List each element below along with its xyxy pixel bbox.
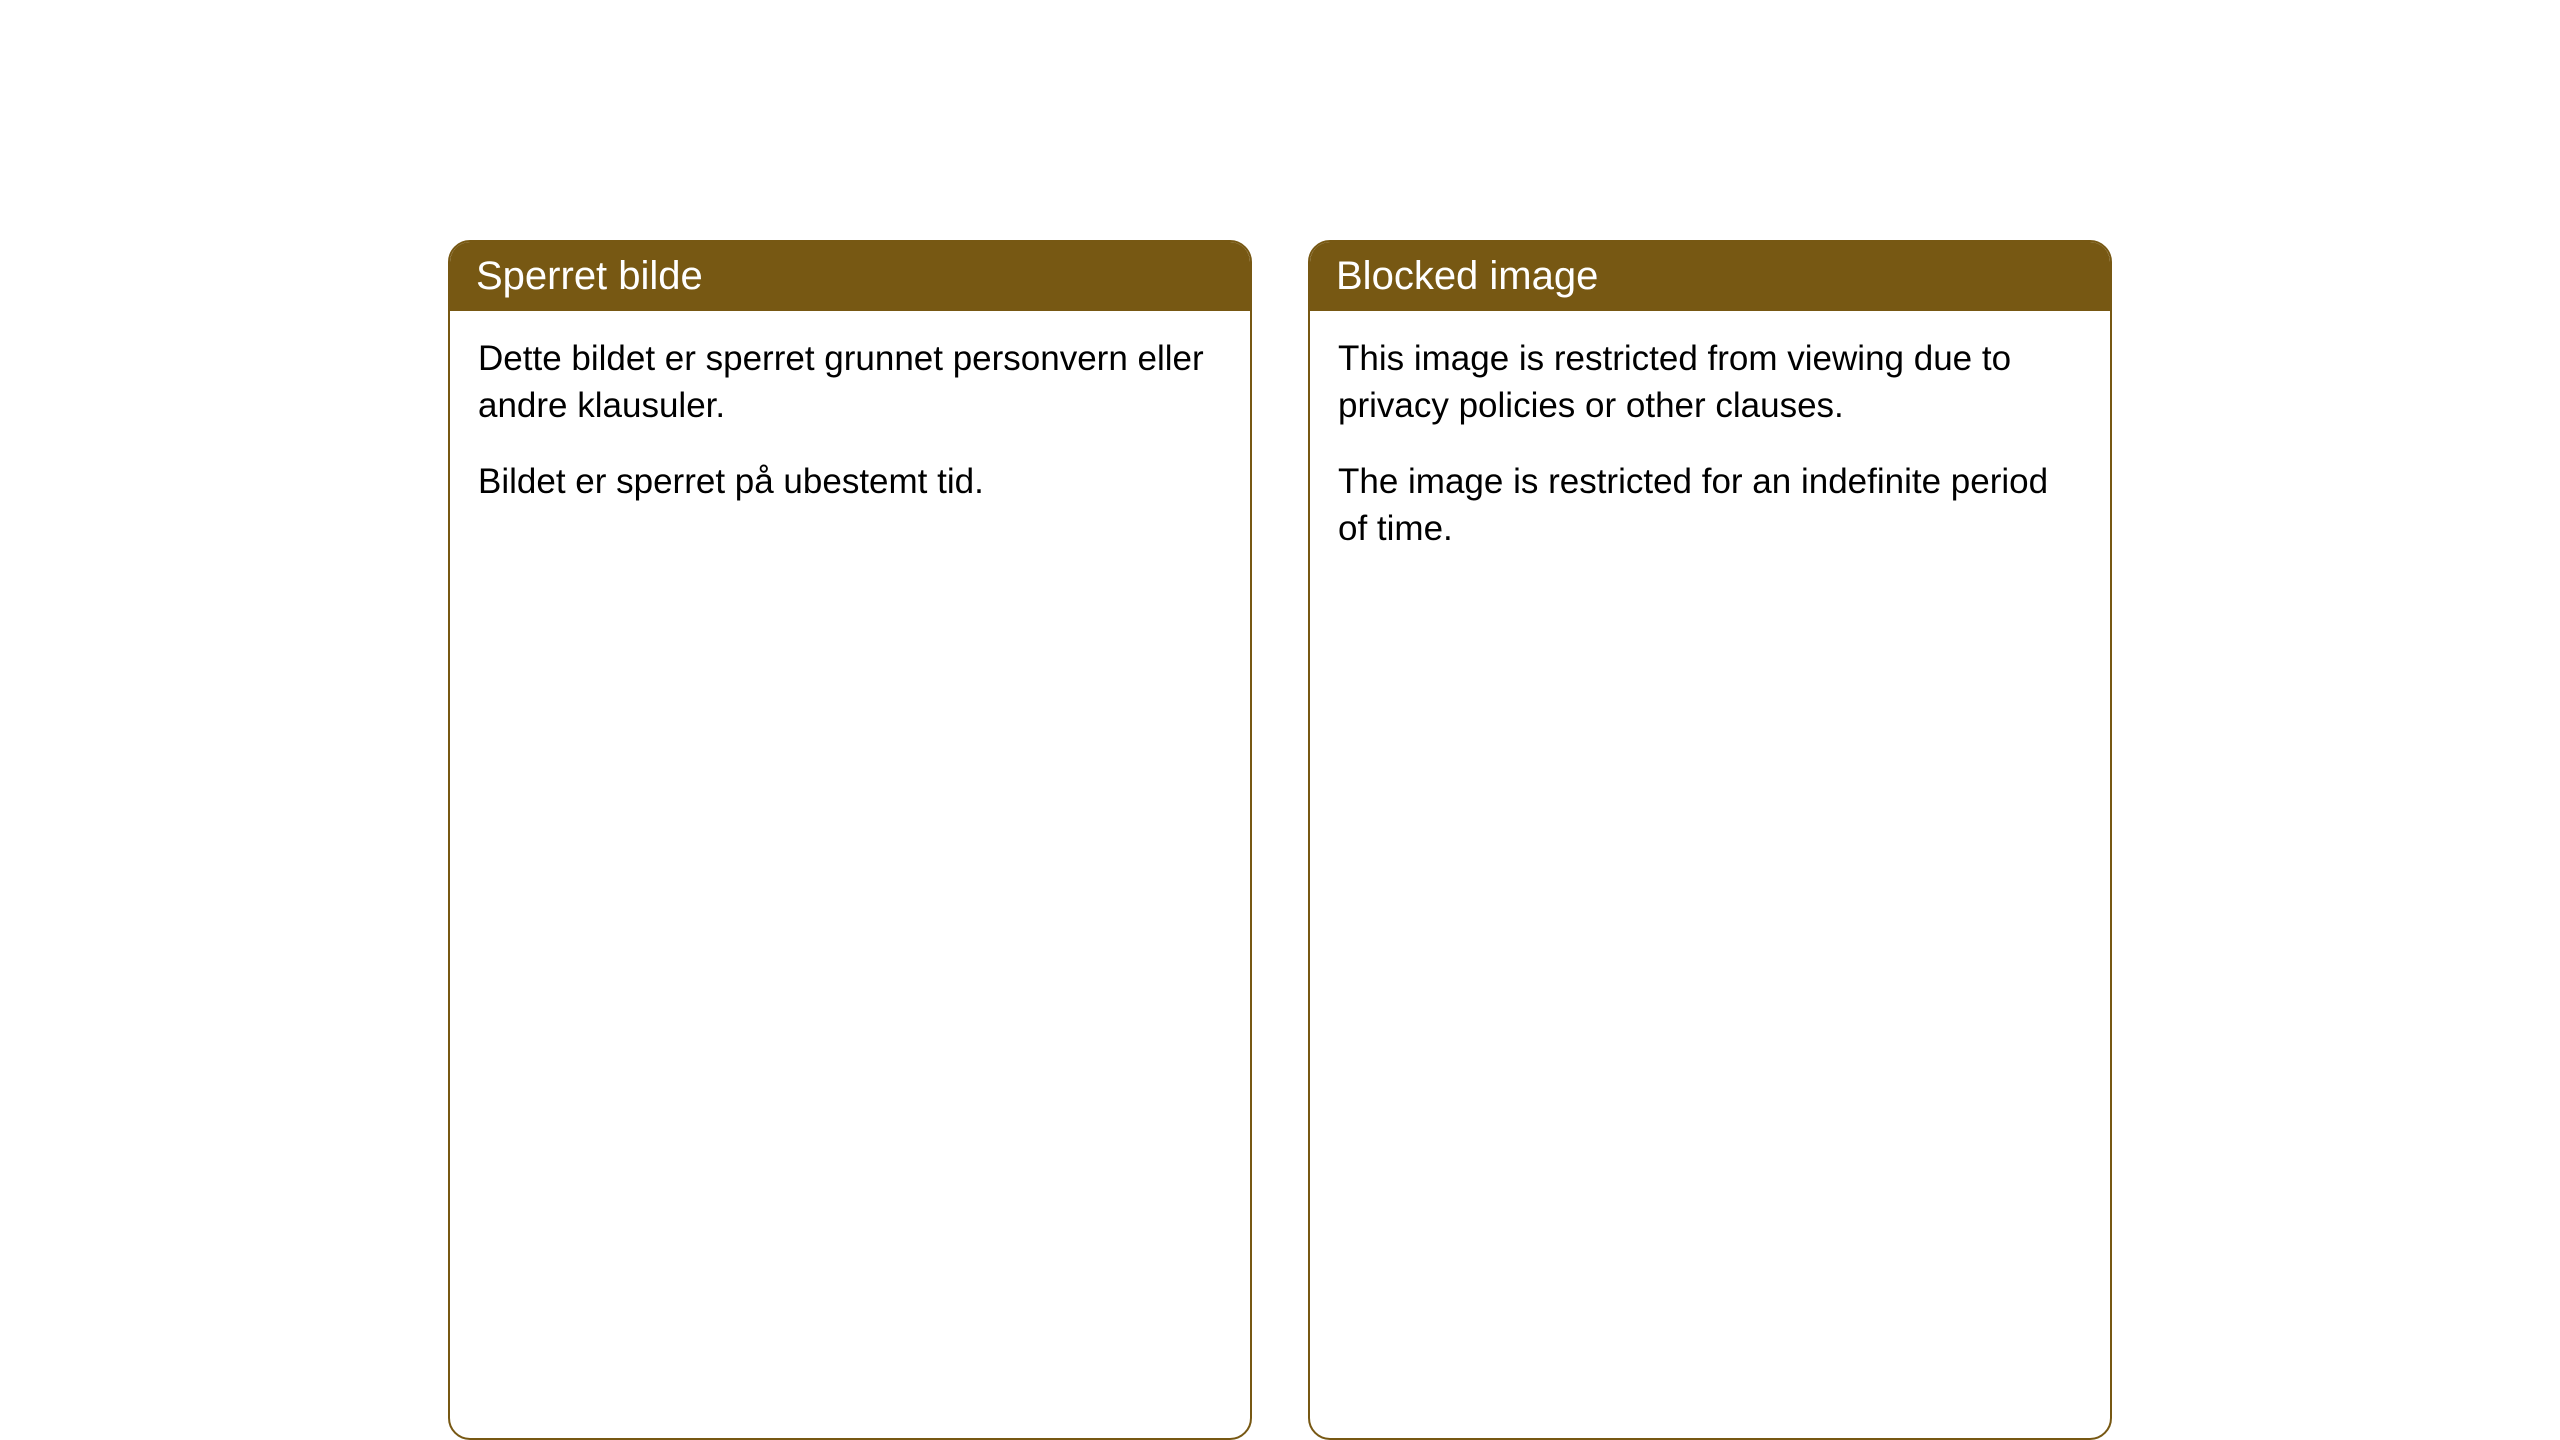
notice-container: Sperret bilde Dette bildet er sperret gr… bbox=[448, 240, 2112, 1440]
card-paragraph: Bildet er sperret på ubestemt tid. bbox=[478, 458, 1222, 505]
card-paragraph: This image is restricted from viewing du… bbox=[1338, 335, 2082, 430]
card-paragraph: Dette bildet er sperret grunnet personve… bbox=[478, 335, 1222, 430]
card-body-en: This image is restricted from viewing du… bbox=[1310, 311, 2110, 602]
card-body-no: Dette bildet er sperret grunnet personve… bbox=[450, 311, 1250, 555]
card-header-no: Sperret bilde bbox=[450, 242, 1250, 311]
card-header-en: Blocked image bbox=[1310, 242, 2110, 311]
card-paragraph: The image is restricted for an indefinit… bbox=[1338, 458, 2082, 553]
blocked-image-card-en: Blocked image This image is restricted f… bbox=[1308, 240, 2112, 1440]
blocked-image-card-no: Sperret bilde Dette bildet er sperret gr… bbox=[448, 240, 1252, 1440]
